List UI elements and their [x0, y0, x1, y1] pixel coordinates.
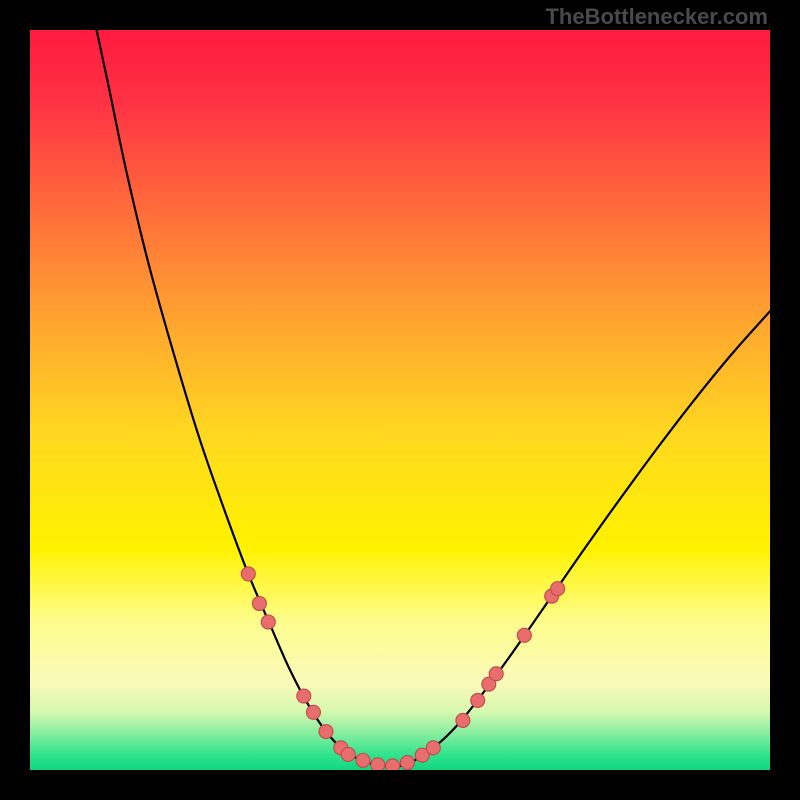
data-marker [319, 725, 333, 739]
data-marker [551, 582, 565, 596]
data-marker [297, 689, 311, 703]
data-marker [356, 753, 370, 767]
data-marker [341, 747, 355, 761]
data-marker [371, 758, 385, 770]
data-marker [241, 567, 255, 581]
gradient-background [30, 30, 770, 770]
data-marker [400, 756, 414, 770]
data-marker [261, 615, 275, 629]
watermark: TheBottlenecker.com [545, 4, 768, 30]
data-marker [306, 705, 320, 719]
data-marker [252, 597, 266, 611]
data-marker [471, 693, 485, 707]
data-marker [517, 628, 531, 642]
data-marker [426, 741, 440, 755]
data-marker [386, 759, 400, 770]
data-marker [489, 667, 503, 681]
plot-area [30, 30, 770, 770]
plot-svg [30, 30, 770, 770]
data-marker [456, 713, 470, 727]
